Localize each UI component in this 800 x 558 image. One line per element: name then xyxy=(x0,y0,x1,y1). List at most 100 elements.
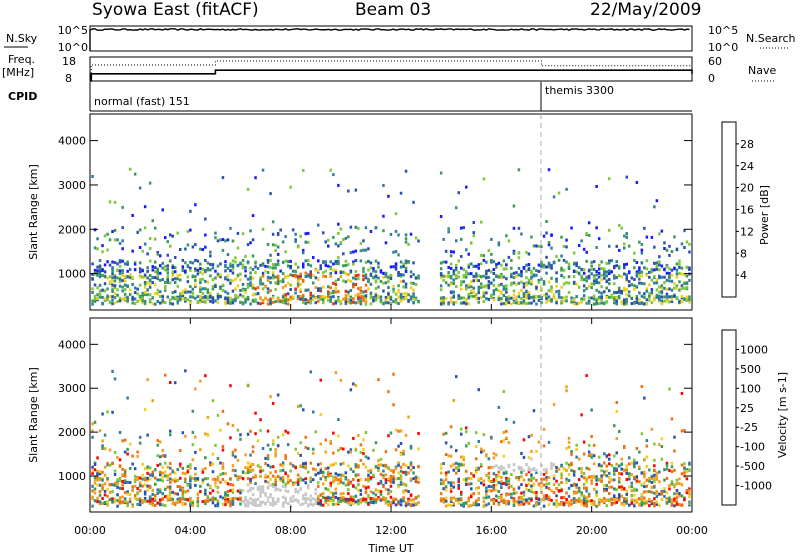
heatmap-cell xyxy=(680,266,684,270)
heatmap-cell xyxy=(623,497,626,501)
heatmap-cell xyxy=(465,272,468,276)
heatmap-cell xyxy=(382,214,385,218)
heatmap-cell xyxy=(186,290,190,294)
heatmap-cell xyxy=(344,289,348,293)
heatmap-cell xyxy=(296,275,300,278)
heatmap-cell xyxy=(530,235,533,239)
heatmap-cell xyxy=(174,266,177,270)
heatmap-cell xyxy=(374,279,378,283)
heatmap-cell xyxy=(154,494,157,497)
heatmap-cell xyxy=(397,273,400,277)
heatmap-cell xyxy=(201,298,205,302)
heatmap-cell xyxy=(374,298,378,302)
heatmap-cell xyxy=(417,501,420,505)
heatmap-cell xyxy=(156,443,159,447)
heatmap-cell xyxy=(271,485,275,489)
heatmap-cell xyxy=(532,409,536,413)
heatmap-cell xyxy=(319,413,322,416)
heatmap-cell xyxy=(216,490,220,494)
heatmap-cell xyxy=(605,280,608,284)
heatmap-cell xyxy=(613,274,616,278)
heatmap-cell xyxy=(492,478,496,482)
heatmap-cell xyxy=(444,496,448,500)
heatmap-cell xyxy=(108,263,112,267)
heatmap-cell xyxy=(480,296,483,300)
heatmap-cell xyxy=(251,214,255,218)
heatmap-cell xyxy=(236,428,240,432)
heatmap-cell xyxy=(244,504,247,508)
heatmap-cell xyxy=(146,288,149,292)
heatmap-cell xyxy=(284,485,287,489)
heatmap-cell xyxy=(136,300,139,303)
heatmap-cell xyxy=(231,502,235,506)
heatmap-cell xyxy=(379,463,383,467)
heatmap-cell xyxy=(540,245,543,249)
heatmap-cell xyxy=(572,482,576,486)
heatmap-cell xyxy=(133,262,137,266)
heatmap-cell xyxy=(530,295,533,299)
heatmap-cell xyxy=(409,270,413,274)
heatmap-cell xyxy=(123,500,127,503)
heatmap-cell xyxy=(249,241,252,245)
heatmap-cell xyxy=(352,470,355,474)
heatmap-cell xyxy=(302,248,305,252)
heatmap-cell xyxy=(500,480,503,484)
heatmap-cell xyxy=(337,448,340,452)
heatmap-cell xyxy=(555,494,558,498)
heatmap-cell xyxy=(317,481,320,485)
heatmap-cell xyxy=(665,292,669,296)
colorbar-tick-label: -100 xyxy=(740,441,765,454)
nsky-label: N.Sky xyxy=(6,32,38,45)
heatmap-cell xyxy=(457,259,460,263)
heatmap-cell xyxy=(312,478,315,482)
heatmap-cell xyxy=(467,265,470,269)
heatmap-cell xyxy=(231,267,235,271)
heatmap-cell xyxy=(332,173,335,177)
heatmap-cell xyxy=(517,168,521,172)
heatmap-cell xyxy=(164,288,167,292)
heatmap-cell xyxy=(204,492,207,496)
heatmap-cell xyxy=(359,499,363,503)
heatmap-cell xyxy=(645,259,649,263)
heatmap-cell xyxy=(199,287,202,291)
heatmap-cell xyxy=(359,492,363,496)
heatmap-cell xyxy=(655,264,659,267)
heatmap-cell xyxy=(302,478,305,482)
heatmap-cell xyxy=(126,269,129,273)
heatmap-cell xyxy=(146,433,149,437)
heatmap-cell xyxy=(475,295,478,299)
heatmap-cell xyxy=(623,503,626,507)
heatmap-cell xyxy=(261,469,265,473)
heatmap-cell xyxy=(281,477,285,481)
heatmap-cell xyxy=(648,275,651,279)
heatmap-cell xyxy=(296,489,300,493)
heatmap-cell xyxy=(231,497,235,501)
heatmap-cell xyxy=(512,487,516,491)
heatmap-cell xyxy=(572,300,576,303)
heatmap-cell xyxy=(289,504,292,508)
heatmap-cell xyxy=(643,496,646,500)
heatmap-cell xyxy=(302,502,305,506)
heatmap-cell xyxy=(620,290,623,294)
heatmap-cell xyxy=(615,409,618,413)
heatmap-cell xyxy=(249,468,252,472)
heatmap-cell xyxy=(143,483,147,487)
heatmap-cell xyxy=(374,270,378,274)
heatmap-cell xyxy=(327,264,330,268)
heatmap-cell xyxy=(216,478,220,482)
heatmap-cell xyxy=(688,489,691,493)
heatmap-cell xyxy=(613,501,616,505)
heatmap-cell xyxy=(603,272,606,275)
heatmap-cell xyxy=(309,301,312,305)
heatmap-cell xyxy=(655,293,659,297)
heatmap-cell xyxy=(93,491,97,495)
heatmap-cell xyxy=(389,297,393,301)
heatmap-cell xyxy=(194,258,197,262)
heatmap-cell xyxy=(131,485,134,489)
heatmap-cell xyxy=(470,285,473,289)
heatmap-cell xyxy=(495,265,498,269)
heatmap-cell xyxy=(590,268,593,271)
heatmap-cell xyxy=(402,292,405,296)
heatmap-cell xyxy=(123,438,127,442)
heatmap-cell xyxy=(585,478,588,482)
